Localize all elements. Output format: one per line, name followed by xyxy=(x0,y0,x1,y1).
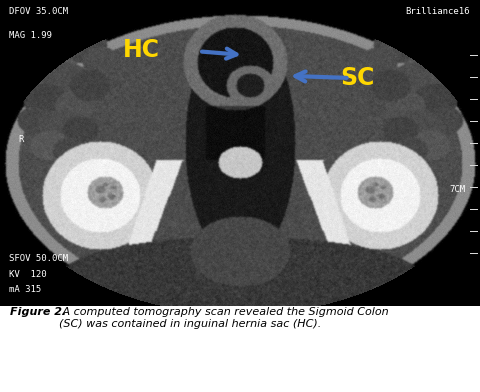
Text: DFOV 35.0CM: DFOV 35.0CM xyxy=(9,7,68,16)
Text: SC: SC xyxy=(340,66,375,90)
Text: HC: HC xyxy=(123,38,160,62)
Text: R: R xyxy=(18,134,24,143)
Text: A computed tomography scan revealed the Sigmoid Colon
(SC) was contained in ingu: A computed tomography scan revealed the … xyxy=(60,307,389,329)
Text: MAG 1.99: MAG 1.99 xyxy=(9,31,52,40)
Text: mA 315: mA 315 xyxy=(9,285,41,294)
Text: 7CM: 7CM xyxy=(449,185,466,194)
Text: SFOV 50.0CM: SFOV 50.0CM xyxy=(9,254,68,263)
Text: KV  120: KV 120 xyxy=(9,270,46,279)
Text: Brilliance16: Brilliance16 xyxy=(405,7,469,16)
Text: Figure 2.: Figure 2. xyxy=(10,307,66,318)
